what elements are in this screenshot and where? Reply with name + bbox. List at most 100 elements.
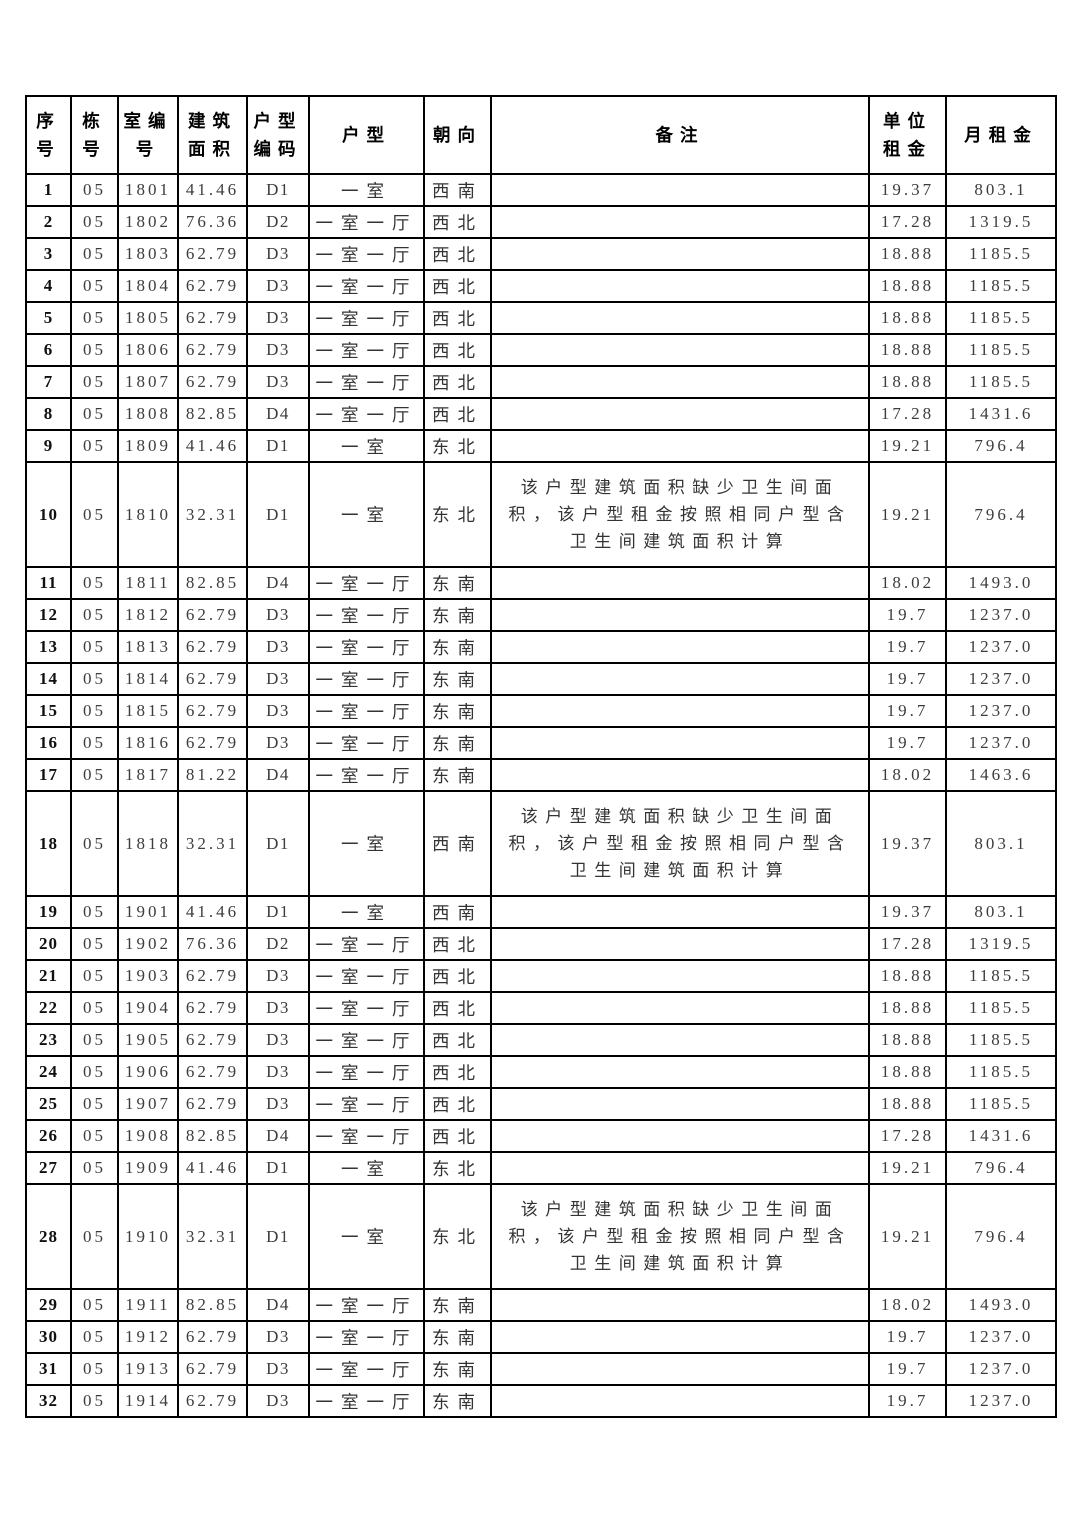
cell-dong: 05 [70,726,119,760]
cell-code: D2 [246,927,310,961]
cell-room: 1808 [117,397,179,431]
cell-dong: 05 [70,758,119,792]
cell-seq: 9 [25,429,72,463]
cell-remark [490,630,870,664]
cell-type: 一室一厅 [308,598,425,632]
cell-facing: 东南 [423,566,492,600]
column-header-dong: 栋 号 [70,95,119,175]
table-row: 16 05 1816 62.79 D3 一室一厅 东南 19.7 1237.0 [25,726,1057,760]
cell-unit: 19.21 [868,461,947,568]
cell-room: 1905 [117,1023,179,1057]
cell-monthly: 1237.0 [945,662,1057,696]
cell-facing: 东北 [423,461,492,568]
cell-code: D1 [246,790,310,897]
cell-dong: 05 [70,927,119,961]
cell-seq: 21 [25,959,72,993]
cell-monthly: 796.4 [945,1151,1057,1185]
cell-type: 一室一厅 [308,959,425,993]
cell-dong: 05 [70,1183,119,1290]
cell-facing: 西北 [423,237,492,271]
cell-area: 81.22 [177,758,248,792]
table-row: 1 05 1801 41.46 D1 一室 西南 19.37 803.1 [25,173,1057,207]
cell-area: 41.46 [177,895,248,929]
cell-unit: 19.7 [868,694,947,728]
cell-room: 1811 [117,566,179,600]
table-row: 8 05 1808 82.85 D4 一室一厅 西北 17.28 1431.6 [25,397,1057,431]
cell-room: 1914 [117,1384,179,1418]
cell-monthly: 1463.6 [945,758,1057,792]
cell-seq: 11 [25,566,72,600]
cell-area: 32.31 [177,790,248,897]
table-row: 25 05 1907 62.79 D3 一室一厅 西北 18.88 1185.5 [25,1087,1057,1121]
cell-monthly: 803.1 [945,895,1057,929]
cell-monthly: 1319.5 [945,205,1057,239]
cell-dong: 05 [70,895,119,929]
cell-remark [490,1352,870,1386]
cell-dong: 05 [70,333,119,367]
cell-unit: 19.7 [868,1384,947,1418]
cell-area: 62.79 [177,598,248,632]
cell-code: D3 [246,365,310,399]
cell-facing: 东南 [423,630,492,664]
cell-facing: 西南 [423,895,492,929]
cell-room: 1818 [117,790,179,897]
cell-unit: 18.02 [868,1288,947,1322]
cell-unit: 17.28 [868,927,947,961]
cell-facing: 西南 [423,173,492,207]
cell-monthly: 1185.5 [945,237,1057,271]
cell-seq: 14 [25,662,72,696]
table-row: 21 05 1903 62.79 D3 一室一厅 西北 18.88 1185.5 [25,959,1057,993]
cell-room: 1912 [117,1320,179,1354]
cell-area: 62.79 [177,991,248,1025]
cell-seq: 26 [25,1119,72,1153]
cell-room: 1913 [117,1352,179,1386]
cell-area: 62.79 [177,694,248,728]
cell-seq: 16 [25,726,72,760]
cell-dong: 05 [70,598,119,632]
cell-facing: 东南 [423,1320,492,1354]
cell-seq: 23 [25,1023,72,1057]
table-row: 12 05 1812 62.79 D3 一室一厅 东南 19.7 1237.0 [25,598,1057,632]
cell-room: 1903 [117,959,179,993]
cell-unit: 18.02 [868,758,947,792]
cell-facing: 东南 [423,1288,492,1322]
cell-area: 32.31 [177,461,248,568]
column-header-facing: 朝向 [423,95,492,175]
cell-dong: 05 [70,662,119,696]
column-header-type: 户型 [308,95,425,175]
cell-facing: 西北 [423,333,492,367]
cell-seq: 13 [25,630,72,664]
cell-remark [490,598,870,632]
cell-seq: 31 [25,1352,72,1386]
cell-area: 82.85 [177,1288,248,1322]
cell-dong: 05 [70,173,119,207]
cell-facing: 西北 [423,397,492,431]
cell-code: D1 [246,173,310,207]
cell-facing: 西北 [423,959,492,993]
cell-monthly: 1185.5 [945,1055,1057,1089]
cell-seq: 18 [25,790,72,897]
cell-area: 41.46 [177,429,248,463]
cell-seq: 8 [25,397,72,431]
cell-room: 1906 [117,1055,179,1089]
rent-table: 序 号栋 号室编 号建筑 面积 户型 编码 户型 朝向 备注 单位 租金 月租金 1 05 18… [25,95,1057,1418]
cell-facing: 西北 [423,365,492,399]
cell-unit: 19.37 [868,790,947,897]
cell-seq: 15 [25,694,72,728]
cell-type: 一室一厅 [308,205,425,239]
cell-code: D3 [246,991,310,1025]
cell-dong: 05 [70,1087,119,1121]
cell-seq: 10 [25,461,72,568]
cell-type: 一室一厅 [308,333,425,367]
cell-type: 一室一厅 [308,1288,425,1322]
cell-area: 62.79 [177,1384,248,1418]
cell-monthly: 803.1 [945,790,1057,897]
cell-remark [490,566,870,600]
cell-remark [490,1055,870,1089]
cell-type: 一室一厅 [308,630,425,664]
cell-room: 1809 [117,429,179,463]
table-row: 11 05 1811 82.85 D4 一室一厅 东南 18.02 1493.0 [25,566,1057,600]
cell-code: D4 [246,566,310,600]
cell-dong: 05 [70,694,119,728]
cell-seq: 32 [25,1384,72,1418]
